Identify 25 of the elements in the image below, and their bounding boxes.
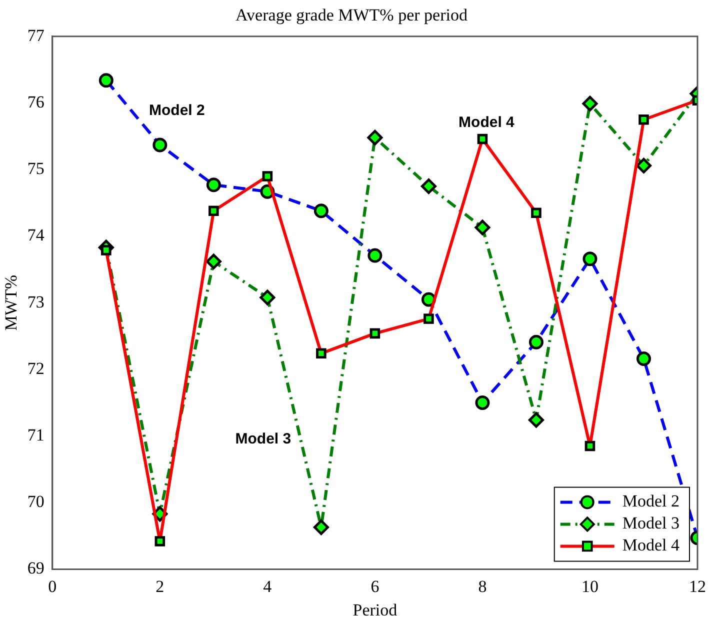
x-tick-label: 8 [478, 576, 487, 596]
chart-title: Average grade MWT% per period [236, 6, 468, 25]
text: Model 4 [458, 114, 514, 132]
y-tick-label: 70 [27, 492, 44, 512]
y-tick-label: 69 [27, 558, 44, 578]
y-tick-label: 71 [27, 425, 44, 444]
y-tick-label: 73 [27, 292, 44, 312]
x-tick-label: 0 [48, 576, 57, 596]
x-tick-label: 6 [370, 576, 380, 596]
y-tick-label: 76 [27, 92, 44, 112]
x-axis-title: Period [352, 600, 398, 620]
y-tick-label: 77 [27, 26, 45, 45]
y-tick-label: 75 [27, 159, 44, 178]
y-tick-label: 72 [27, 358, 44, 378]
y-axis-title: MWT% [2, 274, 21, 331]
y-tick-label: 74 [27, 226, 45, 245]
legend-label: Model 2 [622, 492, 680, 511]
x-tick-label: 4 [263, 576, 272, 596]
x-tick-label: 10 [581, 576, 598, 596]
text: Model 3 [235, 430, 292, 448]
legend-label: Model 4 [622, 536, 680, 555]
text: Model 2 [148, 102, 205, 120]
x-tick-label: 12 [689, 576, 706, 596]
x-tick-label: 2 [156, 576, 164, 596]
legend-label: Model 3 [622, 514, 680, 533]
